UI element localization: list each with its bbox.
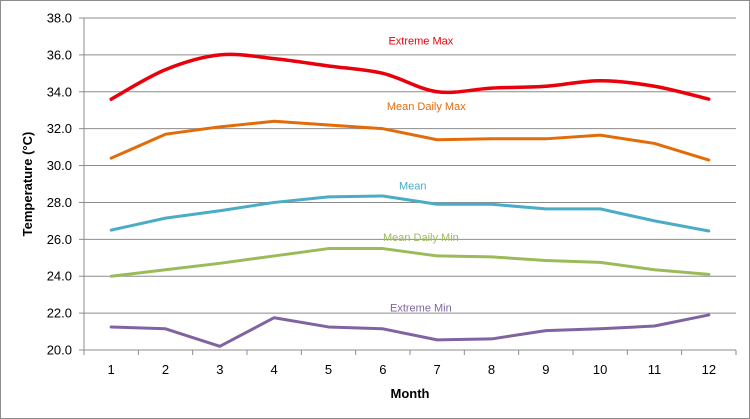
x-tick-label: 2 [162, 362, 169, 377]
gridlines [84, 17, 736, 314]
x-axis-ticks: 1 2 3 4 5 6 7 8 9 10 11 12 [83, 350, 737, 377]
y-tick-label: 34.0 [47, 84, 72, 99]
y-tick-label: 24.0 [47, 269, 72, 284]
series-label-extreme-min: Extreme Min [390, 302, 452, 314]
x-tick-label: 5 [325, 362, 332, 377]
x-tick-label: 7 [434, 362, 441, 377]
series-label-mean-daily-min: Mean Daily Min [383, 232, 459, 244]
y-tick-label: 30.0 [47, 158, 72, 173]
x-tick-label: 4 [271, 362, 278, 377]
series-lines [109, 52, 711, 348]
series-line-mean-daily-max [109, 119, 711, 162]
y-tick-label: 32.0 [47, 121, 72, 136]
y-tick-label: 20.0 [47, 343, 72, 358]
x-tick-label: 9 [542, 362, 549, 377]
x-tick-label: 12 [702, 362, 716, 377]
y-axis-title: Temperature (°C) [20, 132, 35, 237]
series-line-extreme-max [109, 52, 711, 101]
y-tick-label: 28.0 [47, 195, 72, 210]
x-tick-label: 3 [216, 362, 223, 377]
series-label-mean-daily-max: Mean Daily Max [387, 101, 466, 113]
series-line-extreme-min [109, 313, 711, 348]
y-tick-label: 26.0 [47, 232, 72, 247]
series-line-mean-daily-min [109, 247, 711, 278]
y-tick-label: 36.0 [47, 47, 72, 62]
x-tick-label: 8 [488, 362, 495, 377]
y-tick-label: 22.0 [47, 306, 72, 321]
series-label-extreme-max: Extreme Max [388, 36, 453, 48]
x-tick-label: 11 [648, 362, 662, 377]
series-label-mean: Mean [399, 181, 427, 193]
x-tick-label: 6 [379, 362, 386, 377]
series-labels: Extreme Max Mean Daily Max Mean Mean Daily … [383, 36, 466, 315]
y-tick-label: 38.0 [47, 11, 72, 26]
y-axis-ticks: 20.0 22.0 24.0 26.0 28.0 30.0 32.0 34.0 36.0 38.0 [47, 11, 84, 358]
x-axis-title: Month [391, 386, 430, 401]
x-tick-label: 1 [108, 362, 115, 377]
series-line-mean [109, 194, 711, 233]
x-tick-label: 10 [593, 362, 607, 377]
